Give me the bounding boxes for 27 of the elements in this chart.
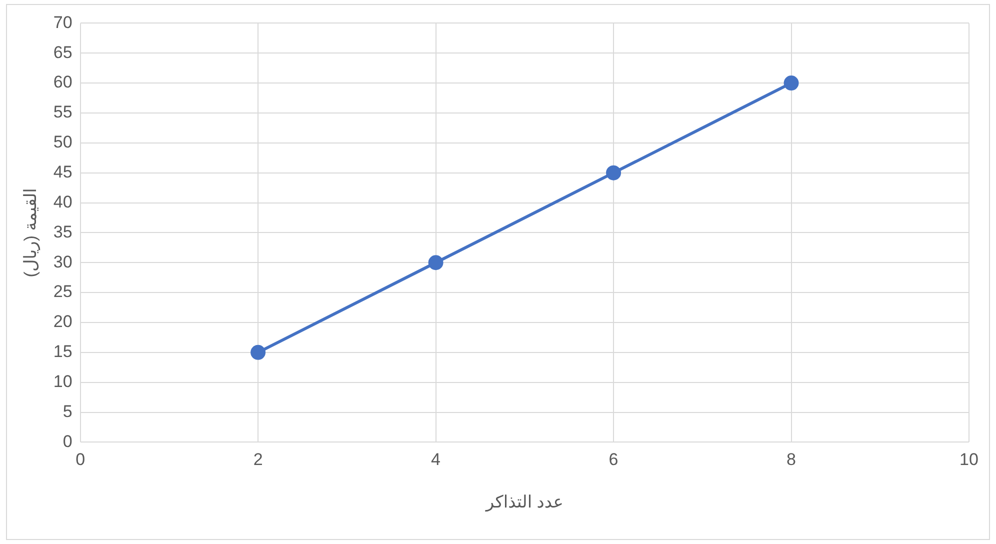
y-tick-label: 15 [53,342,72,362]
y-tick-label: 25 [53,282,72,302]
y-tick-label: 55 [53,102,72,122]
x-axis-title: عدد التذاكر [484,492,564,512]
y-tick-label: 35 [53,222,72,242]
x-tick-label: 6 [608,450,618,470]
y-tick-label: 5 [62,402,72,421]
y-tick-label: 10 [53,372,72,392]
x-tick-label: 10 [960,450,978,470]
x-tick-label: 4 [431,450,441,470]
point [250,344,266,360]
x-tick-label: 0 [76,450,86,470]
y-tick-label: 30 [53,252,72,272]
y-tick-label: 45 [53,162,72,182]
y-axis-title: القيمة (ريال) [20,188,41,278]
y-tick-label: 0 [62,432,72,451]
y-tick-label: 65 [53,42,72,62]
y-tick-label: 20 [53,312,72,332]
y-tick-label: 70 [53,12,72,32]
y-tick-label: 40 [53,192,72,212]
x-tick-label: 2 [253,450,263,470]
point [784,76,799,91]
y-tick-label: 50 [53,132,72,152]
y-tick-label: 60 [53,72,72,92]
point [428,255,444,270]
x-tick-label: 8 [786,450,796,470]
point [606,165,622,180]
